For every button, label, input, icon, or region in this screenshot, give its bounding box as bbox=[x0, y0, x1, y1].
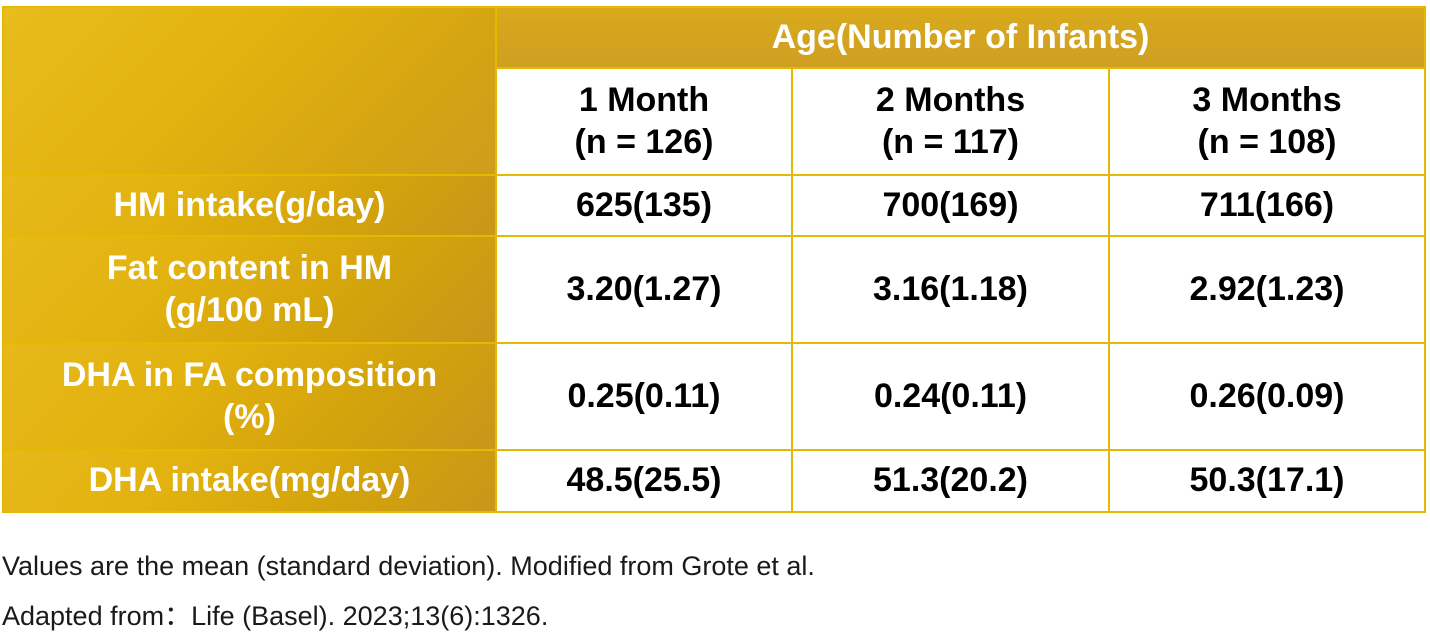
column-header-label: 2 Months bbox=[875, 81, 1026, 120]
table-cell: 51.3(20.2) bbox=[791, 449, 1110, 513]
column-header-count: (n = 117) bbox=[881, 122, 1019, 161]
row-header-unit: (%) bbox=[223, 397, 276, 436]
table-row: Fat content in HM (g/100 mL) 3.20(1.27) … bbox=[2, 235, 1426, 344]
table-cell: 0.24(0.11) bbox=[791, 342, 1110, 451]
table-cell: 2.92(1.23) bbox=[1108, 235, 1426, 344]
table-cell: 0.25(0.11) bbox=[495, 342, 793, 451]
table-cell: 48.5(25.5) bbox=[495, 449, 793, 513]
table-header-row-columns: 1 Month (n = 126) 2 Months (n = 117) 3 M… bbox=[3, 67, 1426, 176]
row-header-dha-composition: DHA in FA composition (%) bbox=[2, 342, 497, 451]
table-corner-cell bbox=[2, 6, 497, 176]
row-header-hm-intake: HM intake(g/day) bbox=[2, 174, 497, 237]
row-header-label: DHA intake(mg/day) bbox=[88, 461, 411, 500]
column-header-count: (n = 108) bbox=[1197, 122, 1337, 161]
row-header-fat-content: Fat content in HM (g/100 mL) bbox=[2, 235, 497, 344]
column-header-count: (n = 126) bbox=[574, 122, 714, 161]
table-row: DHA in FA composition (%) 0.25(0.11) 0.2… bbox=[2, 342, 1426, 451]
column-header-3-months: 3 Months (n = 108) bbox=[1108, 67, 1426, 176]
column-header-label: 3 Months bbox=[1192, 81, 1342, 120]
row-header-label: Fat content in HM bbox=[106, 249, 393, 288]
row-header-label: DHA in FA composition bbox=[61, 356, 438, 395]
column-header-label: 1 Month bbox=[578, 81, 710, 120]
footnote-source: Adapted from：Life (Basel). 2023;13(6):13… bbox=[2, 601, 549, 631]
row-header-label: HM intake(g/day) bbox=[113, 185, 386, 224]
table-row: DHA intake(mg/day) 48.5(25.5) 51.3(20.2)… bbox=[2, 449, 1426, 513]
table-cell: 50.3(17.1) bbox=[1108, 449, 1426, 513]
footnote-values: Values are the mean (standard deviation)… bbox=[2, 551, 815, 581]
table-cell: 0.26(0.09) bbox=[1108, 342, 1426, 451]
column-header-1-month: 1 Month (n = 126) bbox=[495, 67, 793, 176]
age-group-header: Age(Number of Infants) bbox=[495, 6, 1426, 69]
row-header-dha-intake: DHA intake(mg/day) bbox=[2, 449, 497, 513]
table-cell: 625(135) bbox=[495, 174, 793, 237]
table-row: HM intake(g/day) 625(135) 700(169) 711(1… bbox=[2, 174, 1426, 237]
table-cell: 711(166) bbox=[1108, 174, 1426, 237]
table-cell: 3.20(1.27) bbox=[495, 235, 793, 344]
table-cell: 3.16(1.18) bbox=[791, 235, 1110, 344]
data-table: Age(Number of Infants) 1 Month (n = 126)… bbox=[2, 6, 1426, 513]
column-header-2-months: 2 Months (n = 117) bbox=[791, 67, 1110, 176]
row-header-unit: (g/100 mL) bbox=[164, 290, 335, 329]
table-header-row-group: Age(Number of Infants) bbox=[2, 6, 1426, 176]
table-cell: 700(169) bbox=[791, 174, 1110, 237]
age-group-header-label: Age(Number of Infants) bbox=[771, 17, 1150, 56]
